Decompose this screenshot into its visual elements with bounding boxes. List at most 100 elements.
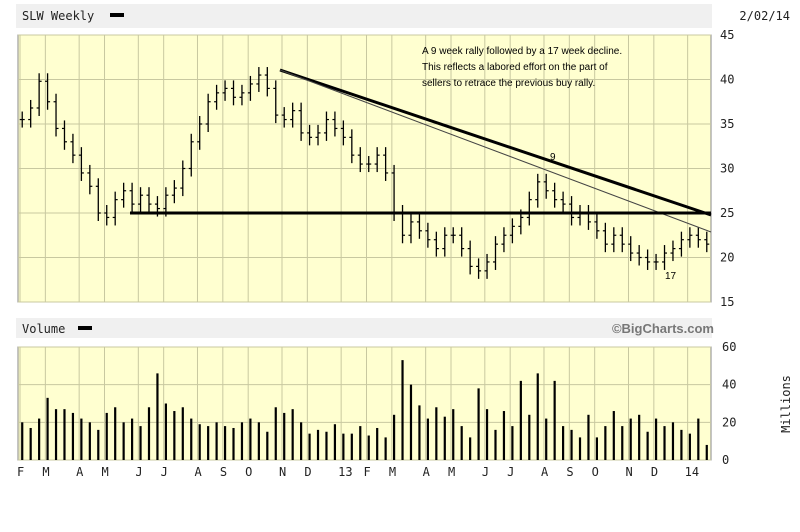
price-bar xyxy=(704,231,710,253)
x-tick-label: D xyxy=(304,465,311,479)
x-tick-label: F xyxy=(364,465,371,479)
x-tick-label: N xyxy=(279,465,286,479)
x-tick-label: O xyxy=(592,465,599,479)
price-bar xyxy=(653,253,659,270)
x-tick-label: S xyxy=(220,465,227,479)
price-bar xyxy=(214,84,220,110)
x-tick-label: A xyxy=(541,465,549,479)
count-label-17: 17 xyxy=(665,271,677,282)
x-tick-label: A xyxy=(76,465,84,479)
price-bar xyxy=(104,204,110,226)
price-bar xyxy=(188,133,194,177)
price-tick-label: 45 xyxy=(720,28,734,42)
price-legend-swatch xyxy=(110,13,124,17)
x-tick-label: A xyxy=(194,465,202,479)
price-bar xyxy=(628,236,634,262)
volume-tick-label: 40 xyxy=(722,378,736,392)
x-tick-label: S xyxy=(566,465,573,479)
x-tick-label: J xyxy=(135,465,142,479)
price-bar xyxy=(442,227,448,257)
price-bar xyxy=(61,120,67,150)
price-bar xyxy=(180,160,186,197)
chart-date: 2/02/14 xyxy=(739,9,790,23)
price-bar xyxy=(374,147,380,173)
price-tick-label: 20 xyxy=(720,251,734,265)
x-tick-label: 14 xyxy=(685,465,699,479)
price-tick-label: 40 xyxy=(720,73,734,87)
volume-unit-label: Millions xyxy=(779,375,793,433)
price-bar xyxy=(484,253,490,279)
price-bar xyxy=(670,240,676,262)
price-bar xyxy=(205,93,211,133)
price-bar xyxy=(467,240,473,275)
volume-tick-label: 20 xyxy=(722,415,736,429)
price-bar xyxy=(332,111,338,137)
x-tick-label: M xyxy=(102,465,109,479)
price-bar xyxy=(222,80,228,101)
price-bar xyxy=(602,222,608,253)
volume-legend-swatch xyxy=(78,326,92,330)
price-bar xyxy=(273,80,279,124)
x-tick-label: A xyxy=(423,465,431,479)
price-bar xyxy=(408,213,414,244)
price-tick-label: 30 xyxy=(720,162,734,176)
price-header-strip xyxy=(16,4,712,28)
price-bar xyxy=(112,191,118,226)
price-bar xyxy=(264,67,270,97)
price-bar xyxy=(138,187,144,213)
price-bar xyxy=(425,222,431,248)
price-bar xyxy=(619,227,625,253)
price-bar xyxy=(560,191,566,213)
x-tick-label: 13 xyxy=(338,465,352,479)
annotation-line-3: sellers to retrace the previous buy rall… xyxy=(422,78,595,89)
price-bar xyxy=(383,147,389,181)
price-bar xyxy=(28,99,34,128)
price-bar xyxy=(450,227,456,244)
price-bar xyxy=(87,164,93,195)
price-tick-label: 35 xyxy=(720,117,734,131)
price-bar xyxy=(19,111,25,128)
price-bar xyxy=(36,73,42,116)
count-label-9: 9 xyxy=(550,152,556,163)
volume-grid xyxy=(18,346,711,461)
price-bar xyxy=(290,102,296,128)
x-axis: F M A M J J A S O N D 13 F M A M J J A S O N D 14 xyxy=(17,465,699,479)
x-tick-label: J xyxy=(161,465,168,479)
volume-label: Volume xyxy=(22,322,65,336)
price-bar xyxy=(687,227,693,248)
price-bar xyxy=(45,73,51,110)
price-bar xyxy=(611,227,617,253)
price-bar xyxy=(298,102,304,141)
price-bar xyxy=(594,213,600,239)
price-tick-label: 25 xyxy=(720,206,734,220)
price-bar xyxy=(121,182,127,208)
price-bar xyxy=(695,227,701,248)
price-bar xyxy=(645,249,651,270)
price-bar xyxy=(247,75,253,101)
price-bar xyxy=(501,227,507,253)
x-tick-label: O xyxy=(245,465,252,479)
price-bar xyxy=(146,187,152,213)
brand-logo: ©BigCharts.com xyxy=(612,321,714,336)
price-bar xyxy=(281,107,287,128)
annotation-line-2: This reflects a labored effort on the pa… xyxy=(422,62,608,73)
price-bar xyxy=(129,182,135,213)
price-bar xyxy=(569,196,575,226)
price-bar xyxy=(492,236,498,270)
price-bar xyxy=(535,173,541,208)
price-bar xyxy=(636,245,642,266)
price-bar xyxy=(307,124,313,146)
volume-tick-label: 60 xyxy=(722,340,736,354)
price-bar xyxy=(53,93,59,137)
x-tick-label: J xyxy=(482,465,489,479)
price-y-axis: 15 20 25 30 35 40 45 xyxy=(720,28,734,309)
x-tick-label: N xyxy=(625,465,632,479)
downtrend-line xyxy=(279,68,712,217)
x-tick-label: F xyxy=(17,465,24,479)
secondary-trend-line xyxy=(279,69,712,233)
price-bar xyxy=(543,173,549,199)
price-bar xyxy=(662,245,668,270)
price-bar xyxy=(433,231,439,257)
price-bar xyxy=(95,178,101,222)
volume-tick-label: 0 xyxy=(722,453,729,467)
